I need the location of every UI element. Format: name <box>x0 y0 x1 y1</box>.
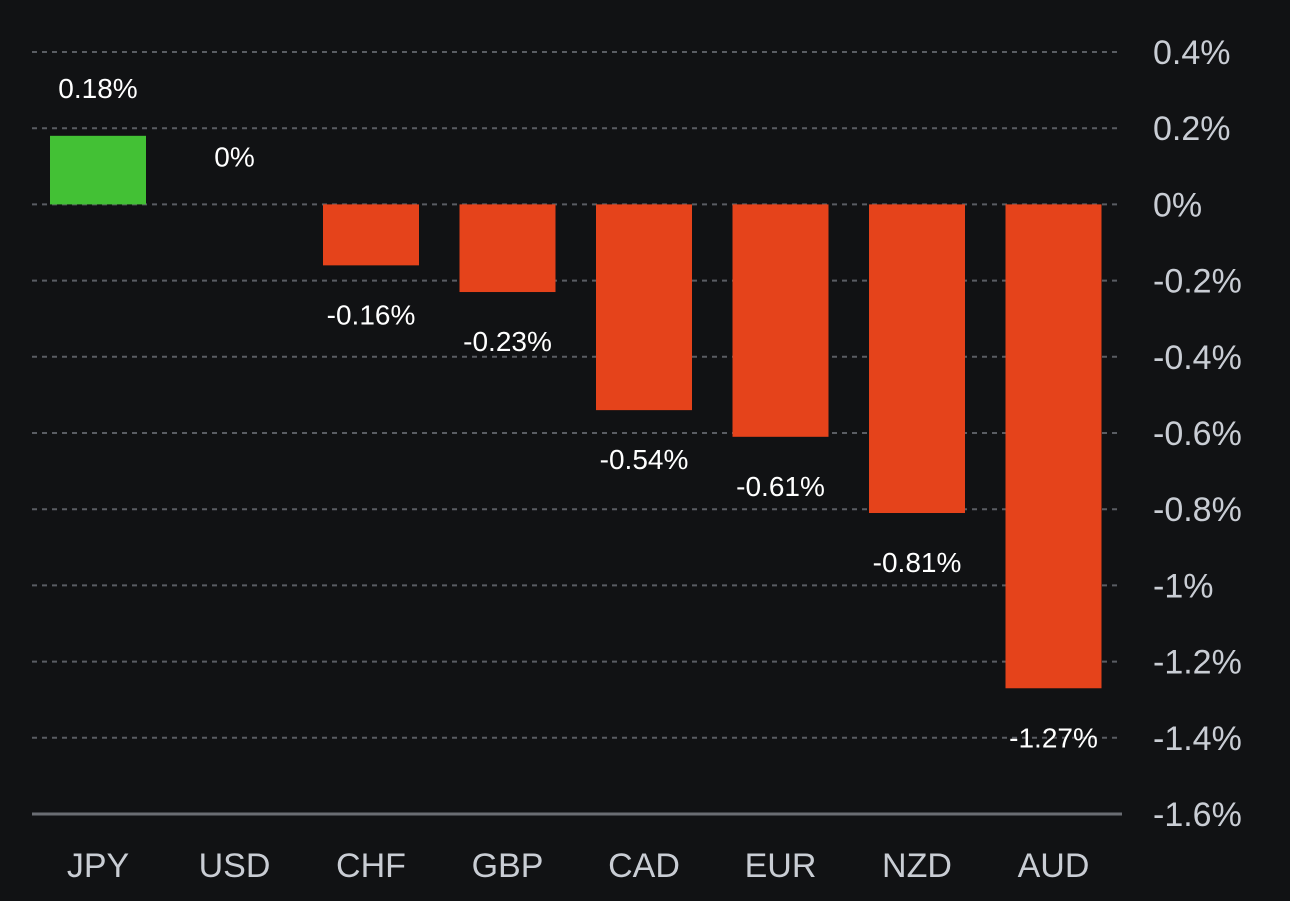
value-label: -0.16% <box>327 299 416 330</box>
value-label: -0.61% <box>736 471 825 502</box>
bar-nzd <box>869 204 965 514</box>
bar-gbp <box>459 204 556 293</box>
grid-lines <box>32 51 1122 739</box>
value-label: 0.18% <box>58 73 137 104</box>
y-tick-label: -0.6% <box>1153 415 1242 453</box>
x-tick-label: GBP <box>472 847 544 885</box>
value-label: -0.23% <box>463 326 552 357</box>
value-label: -1.27% <box>1009 722 1098 753</box>
value-labels: 0.18% 0% -0.16% -0.23% -0.54% -0.61% -0.81% -1.… <box>58 73 1098 753</box>
x-tick-label: NZD <box>882 847 952 885</box>
bars <box>50 135 1102 689</box>
y-tick-label: -1% <box>1153 567 1213 605</box>
y-tick-label: -0.4% <box>1153 339 1242 377</box>
x-tick-label: AUD <box>1018 847 1090 885</box>
x-tick-label: EUR <box>745 847 817 885</box>
x-tick-label: JPY <box>67 847 129 885</box>
value-label: -0.54% <box>600 444 689 475</box>
y-tick-label: -1.2% <box>1153 644 1242 682</box>
x-tick-label: USD <box>199 847 271 885</box>
y-tick-label: -1.4% <box>1153 720 1242 758</box>
y-tick-label: 0% <box>1153 186 1202 224</box>
y-tick-label: -0.8% <box>1153 491 1242 529</box>
x-tick-label: CAD <box>608 847 680 885</box>
x-tick-label: CHF <box>336 847 406 885</box>
y-tick-label: -0.2% <box>1153 263 1242 301</box>
y-axis: 0.4% 0.2% 0% -0.2% -0.4% -0.6% -0.8% -1% -1.2% -1… <box>1153 34 1242 834</box>
bar-eur <box>732 204 829 437</box>
bar-cad <box>596 204 692 411</box>
y-tick-label: 0.4% <box>1153 34 1231 72</box>
y-tick-label: -1.6% <box>1153 796 1242 834</box>
y-tick-label: 0.2% <box>1153 110 1231 148</box>
x-axis-labels: JPY USD CHF GBP CAD EUR NZD AUD <box>67 847 1090 885</box>
value-label: 0% <box>214 141 254 172</box>
value-label: -0.81% <box>873 547 962 578</box>
bar-aud <box>1005 204 1102 689</box>
bar-chf <box>323 204 419 266</box>
bar-jpy <box>50 135 146 205</box>
